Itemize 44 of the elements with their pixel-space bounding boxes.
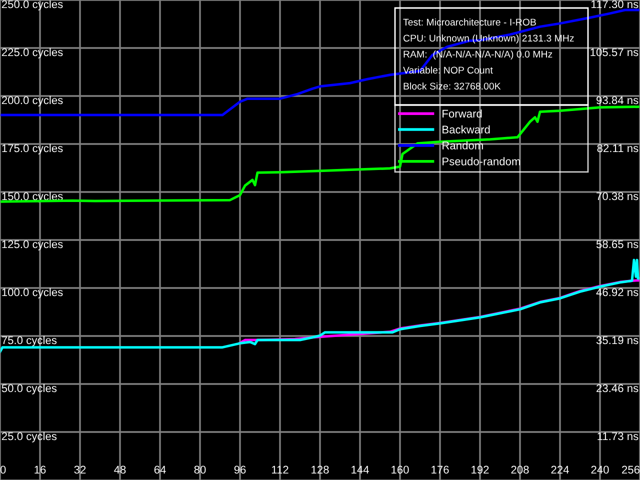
x-tick-label: 192	[472, 466, 489, 474]
x-tick-label: 224	[551, 466, 569, 474]
x-tick-label: 16	[34, 466, 46, 474]
x-tick-label: 256	[622, 466, 640, 474]
y2-tick-label: 58.65 ns	[596, 240, 638, 248]
y2-tick-label: 117.30 ns	[591, 0, 638, 8]
legend-label: Backward	[442, 125, 490, 134]
y-tick-label: 250.0 cycles	[2, 0, 63, 10]
annotation: Block Size: 32768.00K	[404, 82, 501, 90]
legend-label: Random	[442, 141, 483, 150]
y-tick-label: 200.0 cycles	[2, 96, 63, 106]
x-tick-label: 96	[234, 466, 246, 474]
x-tick-label: 144	[352, 466, 369, 474]
y2-tick-label: 93.84 ns	[596, 96, 638, 104]
y2-tick-label: 105.57 ns	[590, 48, 638, 56]
y2-tick-label: 46.92 ns	[596, 288, 638, 296]
y2-tick-label: 11.73 ns	[598, 432, 638, 440]
y-tick-label: 225.0 cycles	[2, 48, 63, 58]
y2-tick-label: 23.46 ns	[596, 384, 638, 392]
x-tick-label: 208	[511, 466, 529, 474]
y-tick-label: 75.0 cycles	[2, 336, 57, 346]
y-tick-label: 50.0 cycles	[2, 384, 57, 394]
legend-label: Forward	[442, 109, 482, 118]
y2-tick-label: 70.38 ns	[596, 192, 638, 200]
x-tick-label: 80	[194, 466, 206, 474]
y2-tick-label: 35.19 ns	[596, 336, 638, 344]
x-tick-label: 112	[272, 466, 288, 474]
y2-tick-label: 82.11 ns	[597, 144, 638, 152]
y-tick-label: 100.0 cycles	[2, 288, 63, 298]
x-tick-label: 64	[154, 466, 166, 474]
x-tick-label: 160	[392, 466, 409, 474]
x-tick-label: 0	[0, 466, 6, 474]
annotation: RAM: (N/A-N/A-N/A-N/A) 0.0 MHz	[404, 50, 552, 60]
x-tick-label: 128	[312, 466, 329, 474]
annotation: Test: Microarchitecture - I-ROB	[403, 18, 536, 26]
x-tick-label: 48	[114, 466, 126, 474]
legend-label: Pseudo-random	[442, 157, 520, 166]
x-tick-label: 32	[74, 466, 86, 474]
x-tick-label: 176	[432, 466, 449, 474]
y-tick-label: 25.0 cycles	[2, 432, 57, 442]
x-tick-label: 240	[591, 466, 609, 474]
y-tick-label: 125.0 cycles	[2, 240, 63, 250]
y-tick-label: 150.0 cycles	[2, 192, 63, 202]
y-tick-label: 175.0 cycles	[2, 144, 63, 154]
